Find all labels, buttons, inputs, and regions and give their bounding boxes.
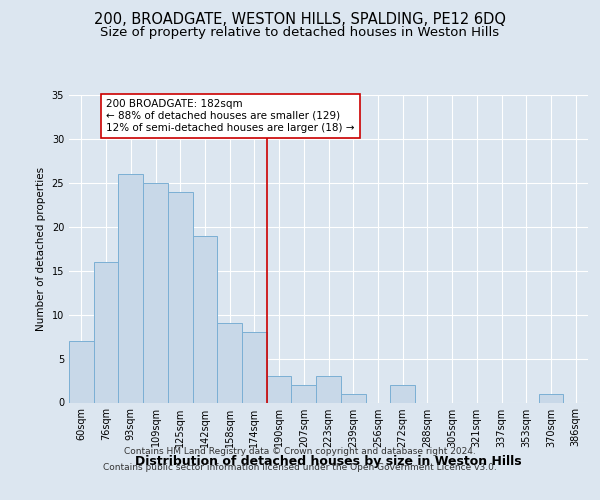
Bar — [143, 183, 168, 402]
Bar — [69, 341, 94, 402]
Bar — [168, 192, 193, 402]
Bar — [118, 174, 143, 402]
Text: 200, BROADGATE, WESTON HILLS, SPALDING, PE12 6DQ: 200, BROADGATE, WESTON HILLS, SPALDING, … — [94, 12, 506, 28]
Bar — [267, 376, 292, 402]
Bar — [193, 236, 217, 402]
Bar — [316, 376, 341, 402]
Y-axis label: Number of detached properties: Number of detached properties — [36, 166, 46, 331]
X-axis label: Distribution of detached houses by size in Weston Hills: Distribution of detached houses by size … — [135, 455, 522, 468]
Bar — [94, 262, 118, 402]
Bar — [242, 332, 267, 402]
Bar — [292, 385, 316, 402]
Text: Contains HM Land Registry data © Crown copyright and database right 2024.: Contains HM Land Registry data © Crown c… — [124, 448, 476, 456]
Bar — [217, 324, 242, 402]
Text: 200 BROADGATE: 182sqm
← 88% of detached houses are smaller (129)
12% of semi-det: 200 BROADGATE: 182sqm ← 88% of detached … — [106, 100, 355, 132]
Bar — [341, 394, 365, 402]
Bar — [390, 385, 415, 402]
Text: Size of property relative to detached houses in Weston Hills: Size of property relative to detached ho… — [100, 26, 500, 39]
Text: Contains public sector information licensed under the Open Government Licence v3: Contains public sector information licen… — [103, 462, 497, 471]
Bar — [539, 394, 563, 402]
